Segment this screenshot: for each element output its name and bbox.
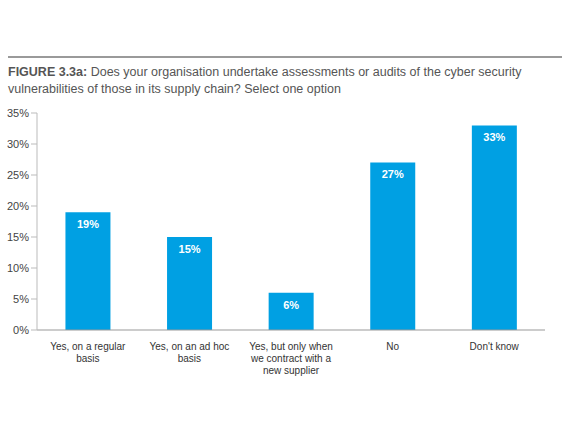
svg-text:15%: 15%: [179, 243, 201, 255]
svg-text:15%: 15%: [8, 231, 29, 243]
svg-text:25%: 25%: [8, 169, 29, 181]
svg-text:Yes, on a regularbasis: Yes, on a regularbasis: [50, 341, 126, 364]
svg-text:20%: 20%: [8, 200, 29, 212]
svg-text:19%: 19%: [77, 218, 99, 230]
svg-text:Don't know: Don't know: [470, 341, 520, 352]
html-text:FIGURE 3.3a: Does your organis: FIGURE 3.3a: Does your organisation unde…: [8, 65, 522, 96]
svg-text:Yes, but only whenwe contract: Yes, but only whenwe contract with anew …: [249, 341, 333, 376]
svg-text:27%: 27%: [382, 168, 404, 180]
svg-text:35%: 35%: [8, 107, 29, 119]
svg-text:Yes, on an ad hocbasis: Yes, on an ad hocbasis: [150, 341, 230, 364]
svg-text:5%: 5%: [13, 293, 29, 305]
svg-text:6%: 6%: [283, 299, 299, 311]
svg-text:0%: 0%: [13, 324, 29, 336]
svg-text:10%: 10%: [8, 262, 29, 274]
svg-text:33%: 33%: [483, 131, 505, 143]
svg-text:30%: 30%: [8, 138, 29, 150]
svg-text:No: No: [386, 341, 399, 352]
